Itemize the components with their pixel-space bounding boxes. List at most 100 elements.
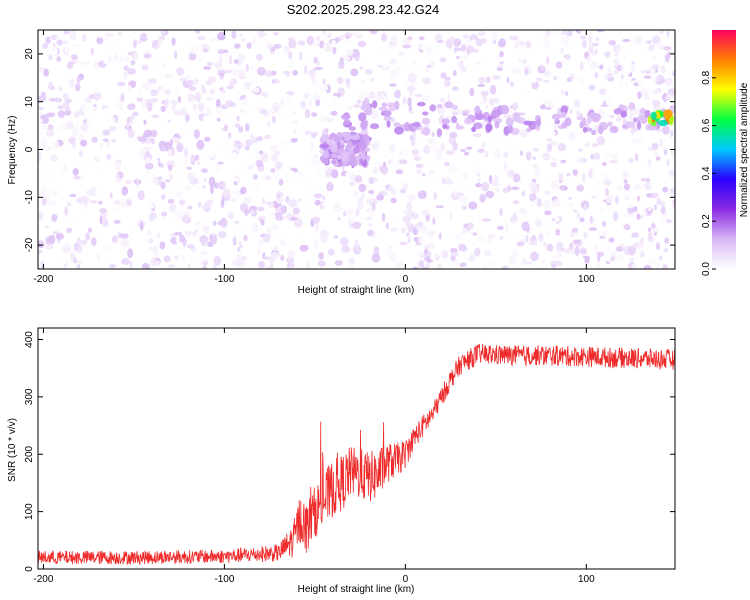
heatmap-cell-844 xyxy=(479,193,486,203)
heatmap-cell-922 xyxy=(311,81,319,87)
heatmap-cell-1669 xyxy=(327,208,334,218)
heatmap-feature-0-cell-65 xyxy=(590,112,601,119)
heatmap-cell-1264 xyxy=(390,143,396,154)
heatmap-cell-1017 xyxy=(98,166,105,171)
heatmap-cell-467 xyxy=(603,243,613,254)
heatmap-cell-1176 xyxy=(209,234,213,244)
heatmap-cell-940 xyxy=(353,104,362,108)
heatmap-cell-1593 xyxy=(255,231,260,238)
heatmap-cell-1323 xyxy=(220,116,228,123)
heatmap-cell-1740 xyxy=(290,261,295,269)
heatmap-cell-681 xyxy=(143,129,153,138)
heatmap-cell-183 xyxy=(127,128,135,139)
heatmap-cell-754 xyxy=(85,115,92,121)
heatmap-cell-1638 xyxy=(528,229,533,239)
heatmap-cell-1402 xyxy=(425,159,433,170)
heatmap-cell-1662 xyxy=(572,227,579,233)
heatmap-cell-380 xyxy=(310,208,316,213)
heatmap-cell-366 xyxy=(546,137,553,143)
heatmap-cell-1358 xyxy=(128,228,134,235)
heatmap-cell-862 xyxy=(566,77,573,83)
heatmap-cell-92 xyxy=(177,162,183,171)
heatmap-cell-1857 xyxy=(309,155,319,166)
heatmap-cell-1385 xyxy=(423,94,431,102)
heatmap-cell-1738 xyxy=(236,177,241,184)
heatmap-cell-977 xyxy=(422,173,426,177)
heatmap-cell-496 xyxy=(390,197,397,204)
heatmap-feature-0-cell-116 xyxy=(442,123,448,129)
heatmap-cell-693 xyxy=(322,202,329,207)
heatmap-cell-1133 xyxy=(80,195,90,204)
heatmap-cell-1713 xyxy=(119,233,129,239)
heatmap-cell-583 xyxy=(467,222,474,230)
heatmap-cell-37 xyxy=(368,91,376,99)
heatmap-cell-1710 xyxy=(150,257,158,268)
heatmap-cell-1023 xyxy=(130,50,138,60)
heatmap-cell-370 xyxy=(313,240,319,250)
heatmap-cell-973 xyxy=(511,68,518,75)
heatmap-cell-1852 xyxy=(443,80,451,87)
heatmap-cell-1492 xyxy=(274,161,283,170)
heatmap-cell-1781 xyxy=(419,43,428,51)
heatmap-cell-1586 xyxy=(102,129,111,136)
heatmap-cell-1682 xyxy=(388,253,397,263)
heatmap-cell-831 xyxy=(483,250,492,257)
heatmap-cell-1354 xyxy=(622,170,629,179)
heatmap-cell-700 xyxy=(73,97,78,105)
heatmap-cell-1546 xyxy=(234,220,240,224)
heatmap-feature-1-cell-110 xyxy=(322,150,330,159)
heatmap-cell-1677 xyxy=(580,35,586,40)
heatmap-cell-1833 xyxy=(143,146,152,151)
heatmap-cell-1510 xyxy=(503,114,513,118)
heatmap-cell-1530 xyxy=(590,60,599,70)
heatmap-cell-1830 xyxy=(350,68,359,77)
heatmap-cell-152 xyxy=(359,66,364,70)
heatmap-cell-1554 xyxy=(672,70,675,77)
heatmap-feature-0-cell-106 xyxy=(360,120,368,130)
heatmap-cell-1641 xyxy=(380,125,390,130)
heatmap-cell-667 xyxy=(127,84,132,93)
heatmap-cell-1484 xyxy=(42,42,49,49)
heatmap-cell-1183 xyxy=(232,260,237,267)
heatmap-cell-1805 xyxy=(266,122,271,127)
heatmap-cell-1568 xyxy=(64,125,69,131)
heatmap-cell-882 xyxy=(387,45,393,51)
heatmap-cell-1727 xyxy=(152,245,158,256)
heatmap-cell-1464 xyxy=(258,261,266,269)
heatmap-cell-1064 xyxy=(381,63,389,69)
heatmap-cell-654 xyxy=(161,211,168,217)
heatmap-cell-1047 xyxy=(57,124,67,131)
heatmap-cell-1835 xyxy=(477,236,484,244)
heatmap-cell-534 xyxy=(141,82,148,90)
heatmap-cell-658 xyxy=(612,44,622,53)
heatmap-cell-287 xyxy=(528,240,538,246)
heatmap-cell-1375 xyxy=(243,97,249,106)
heatmap-feature-2-cell-13 xyxy=(650,111,657,121)
heatmap-cell-469 xyxy=(544,210,552,216)
heatmap-cell-226 xyxy=(98,201,103,205)
heatmap-cell-1886 xyxy=(49,103,58,111)
heatmap-cell-959 xyxy=(643,96,650,100)
heatmap-cell-1704 xyxy=(666,93,674,99)
heatmap-cell-1737 xyxy=(217,180,226,190)
heatmap-cell-1664 xyxy=(138,133,143,138)
heatmap-cell-356 xyxy=(409,166,415,173)
heatmap-cell-1359 xyxy=(454,233,462,240)
heatmap-cell-236 xyxy=(470,240,477,248)
heatmap-cell-1160 xyxy=(179,77,186,82)
heatmap-cell-1146 xyxy=(319,40,325,49)
heatmap-cell-1888 xyxy=(459,262,467,268)
heatmap-cell-1652 xyxy=(658,30,665,35)
heatmap-cell-1481 xyxy=(282,70,291,74)
heatmap-cell-307 xyxy=(513,234,518,239)
heatmap-cell-1707 xyxy=(418,259,424,268)
heatmap-cell-1177 xyxy=(217,231,227,239)
heatmap-cell-1083 xyxy=(251,223,259,233)
heatmap-cell-1031 xyxy=(469,87,475,97)
heatmap-cell-1824 xyxy=(457,220,461,230)
spectrogram-xtick-label-1: -100 xyxy=(214,274,234,285)
heatmap-feature-0-cell-107 xyxy=(609,125,619,134)
heatmap-cell-1534 xyxy=(455,192,464,197)
snr-background xyxy=(38,328,675,569)
heatmap-cell-1182 xyxy=(560,159,567,163)
